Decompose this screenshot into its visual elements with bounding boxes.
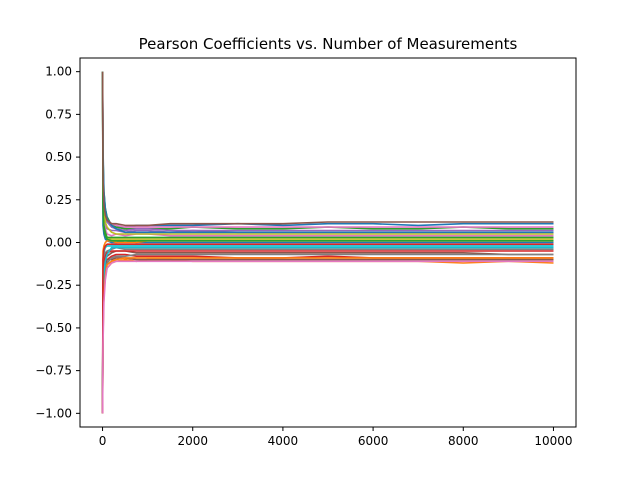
x-tick-label: 2000 xyxy=(177,434,208,448)
x-tick-label: 10000 xyxy=(534,434,572,448)
x-tick-label: 4000 xyxy=(268,434,299,448)
y-tick-label: −0.25 xyxy=(35,278,72,292)
y-tick-label: 1.00 xyxy=(45,65,72,79)
series-line-12 xyxy=(101,240,554,414)
y-tick-label: 0.75 xyxy=(45,107,72,121)
series-line-16 xyxy=(101,257,554,414)
y-tick-label: −0.75 xyxy=(35,364,72,378)
series-line-21 xyxy=(101,71,554,234)
x-tick-label: 8000 xyxy=(448,434,479,448)
series-line-1 xyxy=(101,71,554,228)
series-line-24 xyxy=(101,243,554,414)
series-line-22 xyxy=(101,257,554,414)
series-line-19 xyxy=(101,71,554,235)
y-tick-label: 0.25 xyxy=(45,193,72,207)
series-layer xyxy=(101,71,554,414)
series-line-26 xyxy=(101,260,554,414)
series-line-5 xyxy=(101,71,554,234)
series-line-11 xyxy=(101,71,554,244)
series-line-25 xyxy=(101,71,554,227)
series-line-8 xyxy=(101,246,554,414)
series-line-20 xyxy=(101,246,554,414)
y-tick-label: 0.00 xyxy=(45,236,72,250)
series-line-15 xyxy=(101,71,554,232)
y-tick-label: −1.00 xyxy=(35,406,72,420)
series-line-17 xyxy=(101,71,554,228)
series-line-23 xyxy=(101,71,554,242)
series-line-9 xyxy=(101,71,554,240)
series-line-2 xyxy=(101,258,554,414)
series-line-3 xyxy=(101,71,554,230)
series-line-6 xyxy=(101,250,554,414)
series-line-4 xyxy=(101,253,554,414)
x-tick-label: 0 xyxy=(99,434,107,448)
y-tick-label: 0.50 xyxy=(45,150,72,164)
y-axis: −1.00 −0.75 −0.50 −0.25 0.00 0.25 0.50 0.75 1.00 xyxy=(35,65,80,420)
x-tick-label: 6000 xyxy=(358,434,389,448)
series-line-10 xyxy=(101,245,554,414)
y-tick-label: −0.50 xyxy=(35,321,72,335)
chart-title: Pearson Coefficients vs. Number of Measu… xyxy=(139,35,518,53)
series-line-18 xyxy=(101,253,554,414)
series-line-13 xyxy=(101,71,554,239)
x-axis: 0 2000 4000 6000 8000 10000 xyxy=(99,427,573,448)
series-line-7 xyxy=(101,71,554,237)
series-line-14 xyxy=(101,250,554,414)
